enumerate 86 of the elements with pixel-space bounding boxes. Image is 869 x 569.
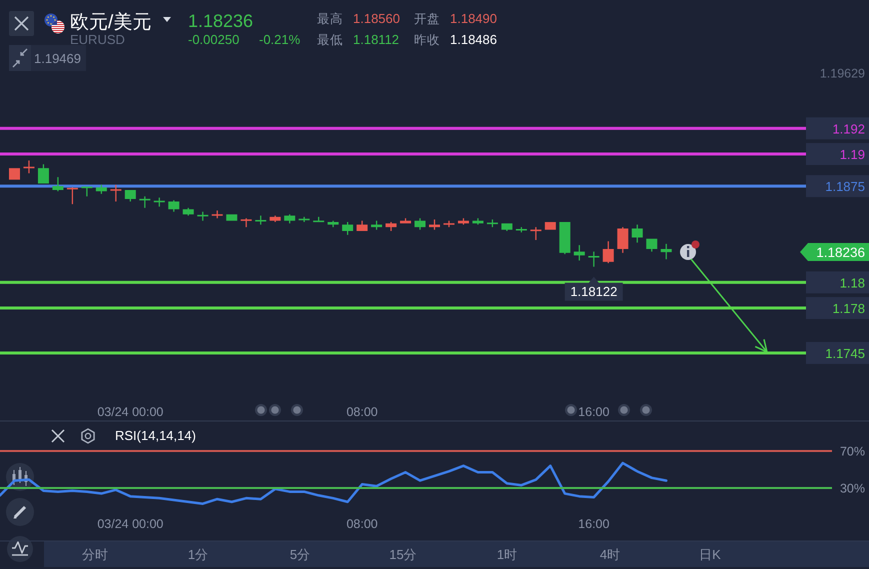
annotation: -0.21% — [259, 32, 301, 47]
y-tick-label: 30% — [840, 482, 865, 496]
candlestick — [182, 208, 194, 216]
candlestick — [371, 220, 382, 230]
candlestick — [443, 220, 454, 228]
candlestick — [284, 214, 296, 224]
candlestick — [8, 168, 20, 180]
candlestick — [356, 220, 368, 232]
candlestick — [66, 187, 78, 204]
y-tick-label: 70% — [840, 444, 865, 458]
candlestick — [255, 216, 266, 225]
candlestick — [270, 216, 281, 222]
x-tick-label: 16:00 — [578, 517, 610, 531]
annotation: 开盘 — [414, 12, 440, 26]
candlestick — [588, 252, 600, 267]
candlestick — [516, 227, 527, 232]
y-tick-label: 1.192 — [832, 121, 865, 136]
candlestick — [400, 218, 412, 224]
candlestick — [486, 219, 498, 228]
candlestick — [660, 244, 672, 260]
y-tick-label: 1.19 — [840, 147, 865, 162]
x-tick-label: 03/24 00:00 — [97, 517, 164, 531]
candlestick — [414, 218, 426, 230]
text: RSI(14,14,14) — [115, 428, 196, 443]
candlestick — [154, 198, 165, 207]
candlestick — [212, 210, 223, 218]
x-tick-label: 08:00 — [346, 405, 378, 419]
candlestick — [139, 196, 150, 208]
annotation: 昨收 — [414, 33, 440, 47]
candlestick — [617, 227, 628, 253]
candlestick — [646, 238, 658, 252]
x-tick-label: 16:00 — [578, 405, 610, 419]
candlestick — [458, 218, 469, 225]
candlestick — [168, 200, 180, 212]
text: 4时 — [600, 547, 620, 562]
text: 日K — [699, 547, 722, 562]
annotation: 1.18486 — [450, 32, 497, 47]
candlestick — [38, 164, 49, 184]
annotation: 1.18560 — [353, 11, 400, 26]
candlestick — [197, 212, 208, 221]
annotation: 1.19469 — [34, 51, 81, 66]
candlestick — [632, 224, 643, 243]
y-tick-label: 1.178 — [832, 301, 865, 316]
annotation: 1.18490 — [450, 11, 497, 26]
x-tick-label: 03/24 00:00 — [97, 405, 164, 419]
y-tick-label: 1.18 — [840, 275, 865, 290]
annotation: 1.18122 — [570, 284, 618, 300]
candlestick — [110, 184, 122, 202]
candlestick — [501, 223, 512, 232]
annotation: 最低 — [317, 33, 343, 47]
text: 分时 — [82, 547, 108, 562]
candlestick — [574, 245, 585, 261]
text: 1分 — [188, 547, 208, 562]
annotation: 1.18112 — [353, 32, 400, 47]
annotation: 1.19629 — [820, 66, 866, 80]
candlestick — [559, 222, 570, 254]
candlestick — [298, 216, 310, 222]
candlestick — [96, 184, 107, 194]
text: 1时 — [496, 547, 518, 562]
candlestick — [530, 227, 542, 240]
candlestick — [428, 219, 440, 230]
y-tick-label: 1.1875 — [825, 179, 865, 194]
candlestick — [226, 214, 238, 221]
candlestick — [544, 222, 556, 230]
candlestick — [328, 220, 339, 228]
annotation: 1.18236 — [188, 11, 254, 31]
candlestick — [52, 177, 64, 192]
candlestick — [313, 216, 324, 222]
candlestick — [81, 186, 92, 196]
candlestick — [23, 160, 34, 174]
x-tick-label: 08:00 — [346, 517, 378, 531]
candlestick — [602, 241, 614, 264]
annotation: 最高 — [317, 11, 343, 26]
text: EURUSD — [70, 32, 125, 47]
candlestick — [124, 190, 136, 202]
candlestick — [386, 222, 397, 232]
candlestick — [342, 222, 354, 235]
y-tick-label: 1.1745 — [825, 346, 865, 361]
line-series — [0, 462, 668, 505]
annotation: -0.00250 — [188, 32, 240, 47]
annotation: 1.18236 — [816, 245, 865, 260]
text: 5分 — [290, 547, 310, 562]
text: 欧元/美元 — [70, 11, 152, 33]
text: 15分 — [389, 547, 417, 562]
candlestick — [240, 218, 252, 228]
candlestick — [472, 218, 484, 225]
